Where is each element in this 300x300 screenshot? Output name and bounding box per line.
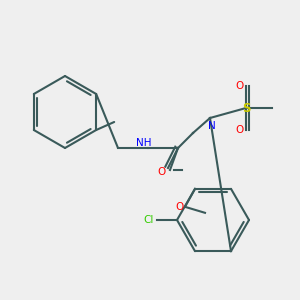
Text: O: O (236, 81, 244, 91)
Text: S: S (242, 101, 250, 115)
Text: O: O (236, 125, 244, 135)
Text: NH: NH (136, 138, 152, 148)
Text: O: O (175, 202, 183, 212)
Text: N: N (208, 121, 216, 131)
Text: Cl: Cl (144, 215, 154, 225)
Text: O: O (158, 167, 166, 177)
